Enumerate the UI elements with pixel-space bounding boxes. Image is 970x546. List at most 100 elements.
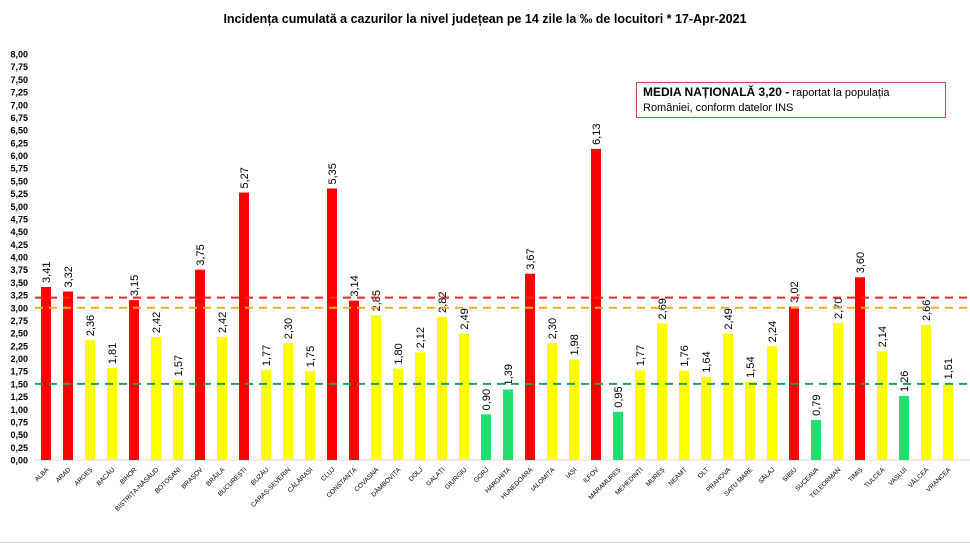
y-tick-label: 0,25	[10, 443, 28, 453]
data-label: 0,95	[613, 386, 625, 407]
data-label: 1,39	[503, 364, 515, 385]
y-tick-label: 5,25	[10, 189, 28, 199]
data-label: 2,14	[877, 326, 889, 347]
data-label: 0,90	[481, 389, 493, 410]
y-tick-label: 6,25	[10, 138, 28, 148]
y-tick-label: 6,50	[10, 126, 28, 136]
data-label: 1,51	[943, 358, 955, 379]
bar-brașov	[195, 269, 205, 460]
y-tick-label: 1,25	[10, 392, 28, 402]
national-average-annotation: MEDIA NAȚIONALĂ 3,20 - raportat la popul…	[636, 82, 946, 118]
x-tick-label: GIURGIU	[444, 466, 469, 491]
y-tick-label: 5,00	[10, 202, 28, 212]
x-tick-label: MUREȘ	[645, 466, 667, 488]
y-tick-label: 8,00	[10, 50, 28, 60]
data-label: 2,85	[371, 290, 383, 311]
data-label: 2,36	[85, 315, 97, 336]
x-tick-label: ARAD	[55, 466, 73, 484]
bar-dolj	[415, 352, 425, 460]
y-tick-label: 0,75	[10, 417, 28, 427]
bar-ialomița	[547, 343, 557, 460]
bar-botoșani	[173, 380, 183, 460]
x-tick-label: TULCEA	[863, 466, 887, 490]
bar-călărași	[305, 371, 315, 460]
y-tick-label: 2,25	[10, 341, 28, 351]
data-label: 2,49	[459, 308, 471, 329]
data-label: 3,41	[41, 262, 53, 283]
y-tick-label: 6,75	[10, 113, 28, 123]
x-tick-label: IALOMIȚA	[530, 466, 557, 493]
x-tick-label: TIMIȘ	[847, 466, 865, 484]
y-tick-label: 0,50	[10, 430, 28, 440]
bar-vaslui	[899, 396, 909, 460]
bar-hunedoara	[525, 273, 535, 460]
bar-harghita	[503, 389, 513, 460]
bar-bacău	[107, 368, 117, 460]
data-label: 2,12	[415, 327, 427, 348]
annotation-bold: MEDIA NAȚIONALĂ 3,20 -	[643, 85, 790, 99]
data-label: 3,14	[349, 275, 361, 296]
bar-dâmbovița	[393, 368, 403, 460]
data-label: 2,30	[283, 318, 295, 339]
data-label: 0,79	[811, 394, 823, 415]
data-label: 1,77	[261, 345, 273, 366]
data-label: 2,66	[921, 300, 933, 321]
data-label: 1,54	[745, 356, 757, 377]
bar-buzău	[261, 370, 271, 460]
data-label: 1,64	[701, 351, 713, 372]
bar-bistrița-năsăud	[151, 337, 161, 460]
y-tick-label: 0,00	[10, 456, 28, 466]
x-tick-label: SĂLAJ	[756, 465, 776, 485]
x-tick-label: GORJ	[473, 466, 491, 484]
x-tick-label: BUZĂU	[248, 465, 270, 487]
bar-mehedinți	[635, 370, 645, 460]
data-label: 1,81	[107, 343, 119, 364]
data-label: 1,75	[305, 346, 317, 367]
data-label: 2,42	[217, 312, 229, 333]
x-tick-label: VASLUI	[887, 466, 908, 487]
bar-sălaj	[767, 346, 777, 460]
x-tick-label: SIBIU	[781, 466, 798, 483]
bar-cluj	[327, 188, 337, 461]
y-tick-label: 1,50	[10, 379, 28, 389]
y-tick-label: 7,75	[10, 62, 28, 72]
bar-satu mare	[745, 381, 755, 460]
annotation-text: raportat la populația României, conform …	[643, 87, 890, 114]
y-tick-label: 3,75	[10, 265, 28, 275]
y-tick-label: 1,75	[10, 367, 28, 377]
y-tick-label: 4,25	[10, 240, 28, 250]
bar-prahova	[723, 333, 733, 460]
data-label: 2,24	[767, 321, 779, 342]
bar-caraș-severin	[283, 343, 293, 460]
y-tick-label: 3,25	[10, 291, 28, 301]
x-tick-label: VRANCEA	[925, 466, 953, 494]
x-tick-label: IAȘI	[565, 466, 579, 480]
bar-vâlcea	[921, 325, 931, 460]
data-label: 2,69	[657, 298, 669, 319]
y-tick-label: 1,00	[10, 405, 28, 415]
y-tick-label: 4,75	[10, 214, 28, 224]
x-tick-label: OLT	[697, 466, 711, 480]
data-label: 3,32	[63, 266, 75, 287]
x-tick-label: ALBA	[34, 466, 51, 483]
data-label: 2,42	[151, 312, 163, 333]
y-tick-label: 5,50	[10, 176, 28, 186]
data-label: 3,75	[195, 244, 207, 265]
bar-iași	[569, 359, 579, 460]
data-label: 1,57	[173, 355, 185, 376]
bar-maramureș	[613, 411, 623, 460]
y-tick-label: 7,00	[10, 100, 28, 110]
bar-constanța	[349, 300, 359, 460]
data-label: 1,77	[635, 345, 647, 366]
y-tick-label: 6,00	[10, 151, 28, 161]
y-tick-label: 7,50	[10, 75, 28, 85]
bar-bucurești	[239, 192, 249, 461]
bar-tulcea	[877, 351, 887, 460]
chart-title: Incidența cumulată a cazurilor la nivel …	[223, 12, 747, 26]
x-tick-label: NEAMȚ	[667, 466, 688, 487]
y-tick-label: 3,50	[10, 278, 28, 288]
data-label: 5,35	[327, 163, 339, 184]
y-tick-label: 7,25	[10, 88, 28, 98]
x-tick-label: BACĂU	[94, 465, 116, 487]
